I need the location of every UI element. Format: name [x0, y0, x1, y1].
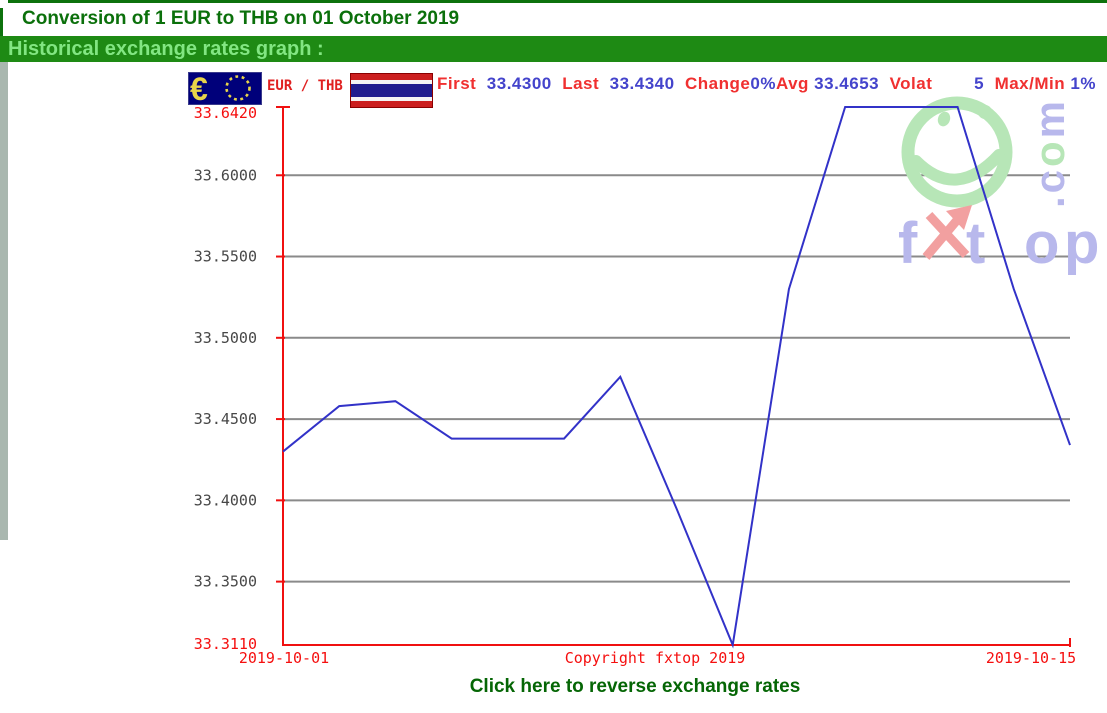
y-tick-label: 33.3500: [194, 573, 257, 591]
y-tick-label: 33.5000: [194, 329, 257, 347]
chart-axes: [276, 106, 1071, 647]
y-tick-label: 33.4000: [194, 491, 257, 509]
y-tick-label: 33.5500: [194, 248, 257, 266]
page-title: Conversion of 1 EUR to THB on 01 October…: [22, 8, 460, 29]
watermark-arrow-icon: [922, 211, 970, 260]
watermark-letter: p: [1064, 211, 1099, 276]
banner-title: Historical exchange rates graph :: [8, 38, 324, 60]
stat-value: 33.4340: [609, 74, 686, 93]
left-sidebar-strip: [0, 62, 8, 540]
watermark-tld-letter: m: [1026, 98, 1073, 138]
watermark-letter: f: [898, 211, 918, 276]
thai-flag-stripe-white: [351, 79, 432, 85]
stat-label: First: [437, 74, 487, 93]
thai-flag-stripe-red: [351, 74, 432, 80]
currency-pair-label: EUR / THB: [267, 78, 343, 94]
stat-value: 33.4653: [814, 74, 890, 93]
x-end-date-label: 2019-10-15: [986, 649, 1076, 667]
smiley-eye-icon: [937, 111, 951, 127]
watermark-letter: o: [1024, 211, 1059, 276]
stat-label: Change: [685, 74, 751, 93]
y-max-label: 33.6420: [194, 104, 257, 122]
y-min-label: 33.3110: [194, 635, 257, 653]
watermark-arrowhead-icon: [946, 205, 972, 230]
y-tick-label: 33.4500: [194, 410, 257, 428]
watermark-tld-letter: .: [1026, 193, 1073, 208]
smiley-eye-icon: [978, 105, 992, 119]
eu-flag-graphic: €: [189, 71, 261, 107]
top-border-line: [8, 0, 1107, 3]
eu-stars-circle-icon: [225, 75, 251, 101]
fxtop-watermark: f t o p.com: [898, 96, 1099, 276]
section-banner: Historical exchange rates graph :: [0, 36, 1107, 62]
rate-line-series: [282, 106, 1071, 649]
stat-value: 33.4300: [486, 74, 563, 93]
stat-label: Volat: [889, 74, 975, 93]
thai-flag-stripe-red: [351, 101, 432, 107]
stat-value: 5: [974, 74, 995, 93]
stat-label: Last: [562, 74, 610, 93]
x-start-date-label: 2019-10-01: [239, 649, 329, 667]
watermark-letter: t: [966, 211, 985, 276]
copyright-label: Copyright fxtop 2019: [565, 649, 746, 667]
eu-flag-icon: €: [188, 71, 262, 107]
thailand-flag-icon: [350, 73, 433, 108]
thai-flag-stripe-white: [351, 96, 432, 102]
rate-stats-row: First 33.4300 Last 33.4340 Change0%Avg 3…: [437, 72, 1107, 96]
y-tick-label: 33.6000: [194, 166, 257, 184]
watermark-tld-letter: o: [1026, 138, 1073, 167]
watermark-tld-letter: c: [1026, 167, 1073, 193]
thai-flag-stripe-blue: [351, 84, 432, 97]
euro-sign-icon: €: [190, 73, 208, 104]
smiley-face-icon: [901, 96, 1013, 208]
stat-label: Max/Min: [994, 74, 1071, 93]
smiley-smile-icon: [910, 149, 1005, 186]
stat-label: Avg: [775, 74, 815, 93]
reverse-rates-link[interactable]: Click here to reverse exchange rates: [469, 676, 801, 697]
stat-value: 1%: [1070, 74, 1096, 93]
left-border-line: [0, 8, 3, 38]
watermark-tld: .com: [1026, 98, 1073, 208]
stat-value: 0%: [750, 74, 776, 93]
